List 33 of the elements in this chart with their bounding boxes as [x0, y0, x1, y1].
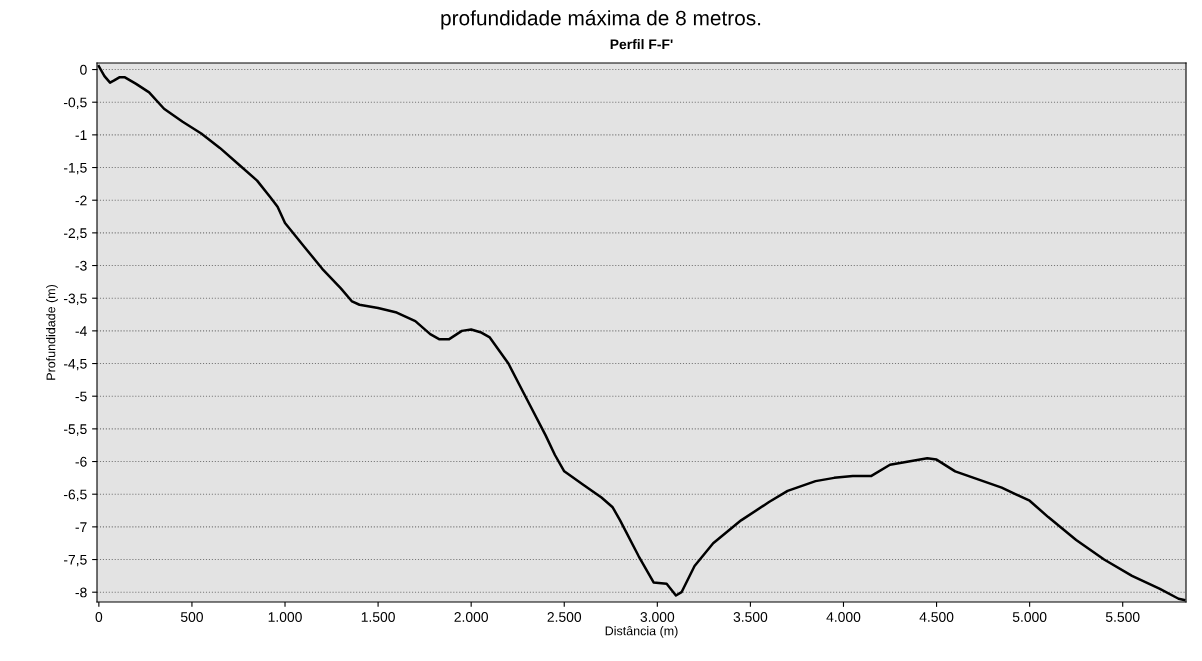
y-tick-label: -2,5	[63, 228, 87, 240]
x-tick-label: 1.000	[268, 612, 302, 622]
y-tick-label: -7,5	[63, 555, 87, 567]
x-tick-label: 5.500	[1105, 612, 1140, 622]
y-tick-label: -6,5	[63, 489, 87, 502]
y-tick-label: -5,5	[63, 424, 87, 436]
x-tick-label: 3.000	[640, 612, 675, 622]
y-tick-label: -3	[75, 260, 87, 271]
x-tick-label: 500	[180, 612, 203, 622]
y-tick-label: -0,5	[63, 97, 87, 110]
y-tick-label: -4,5	[63, 359, 87, 371]
y-tick-label: -4	[75, 326, 87, 336]
y-tick-label: 0	[80, 64, 87, 75]
x-tick-label: 5.000	[1012, 612, 1047, 622]
text: profundidade máxima de 8 metros.	[441, 9, 761, 30]
y-tick-label: -6	[75, 456, 87, 467]
x-tick-label: 2.500	[547, 612, 582, 622]
x-tick-label: 2.000	[454, 612, 489, 622]
y-tick-label: -8	[75, 587, 87, 598]
x-tick-label: 3.500	[733, 612, 768, 622]
y-tick-label: -3,5	[63, 293, 87, 306]
y-tick-label: -1	[75, 130, 87, 140]
x-tick-label: 4.500	[919, 612, 954, 622]
y-tick-label: -7	[75, 522, 87, 532]
x-tick-label: 1.500	[361, 612, 395, 622]
y-tick-label: -5	[75, 391, 87, 402]
x-axis-title: Distância (m)	[605, 626, 678, 638]
y-tick-label: -1,5	[63, 163, 87, 175]
y-tick-label: -2	[75, 195, 87, 206]
x-tick-label: 4.000	[826, 612, 861, 622]
y-axis-title: Profundidade (m)	[46, 284, 58, 380]
x-tick-label: 0	[95, 612, 103, 622]
chart-title: Perfil F-F'	[610, 39, 673, 50]
